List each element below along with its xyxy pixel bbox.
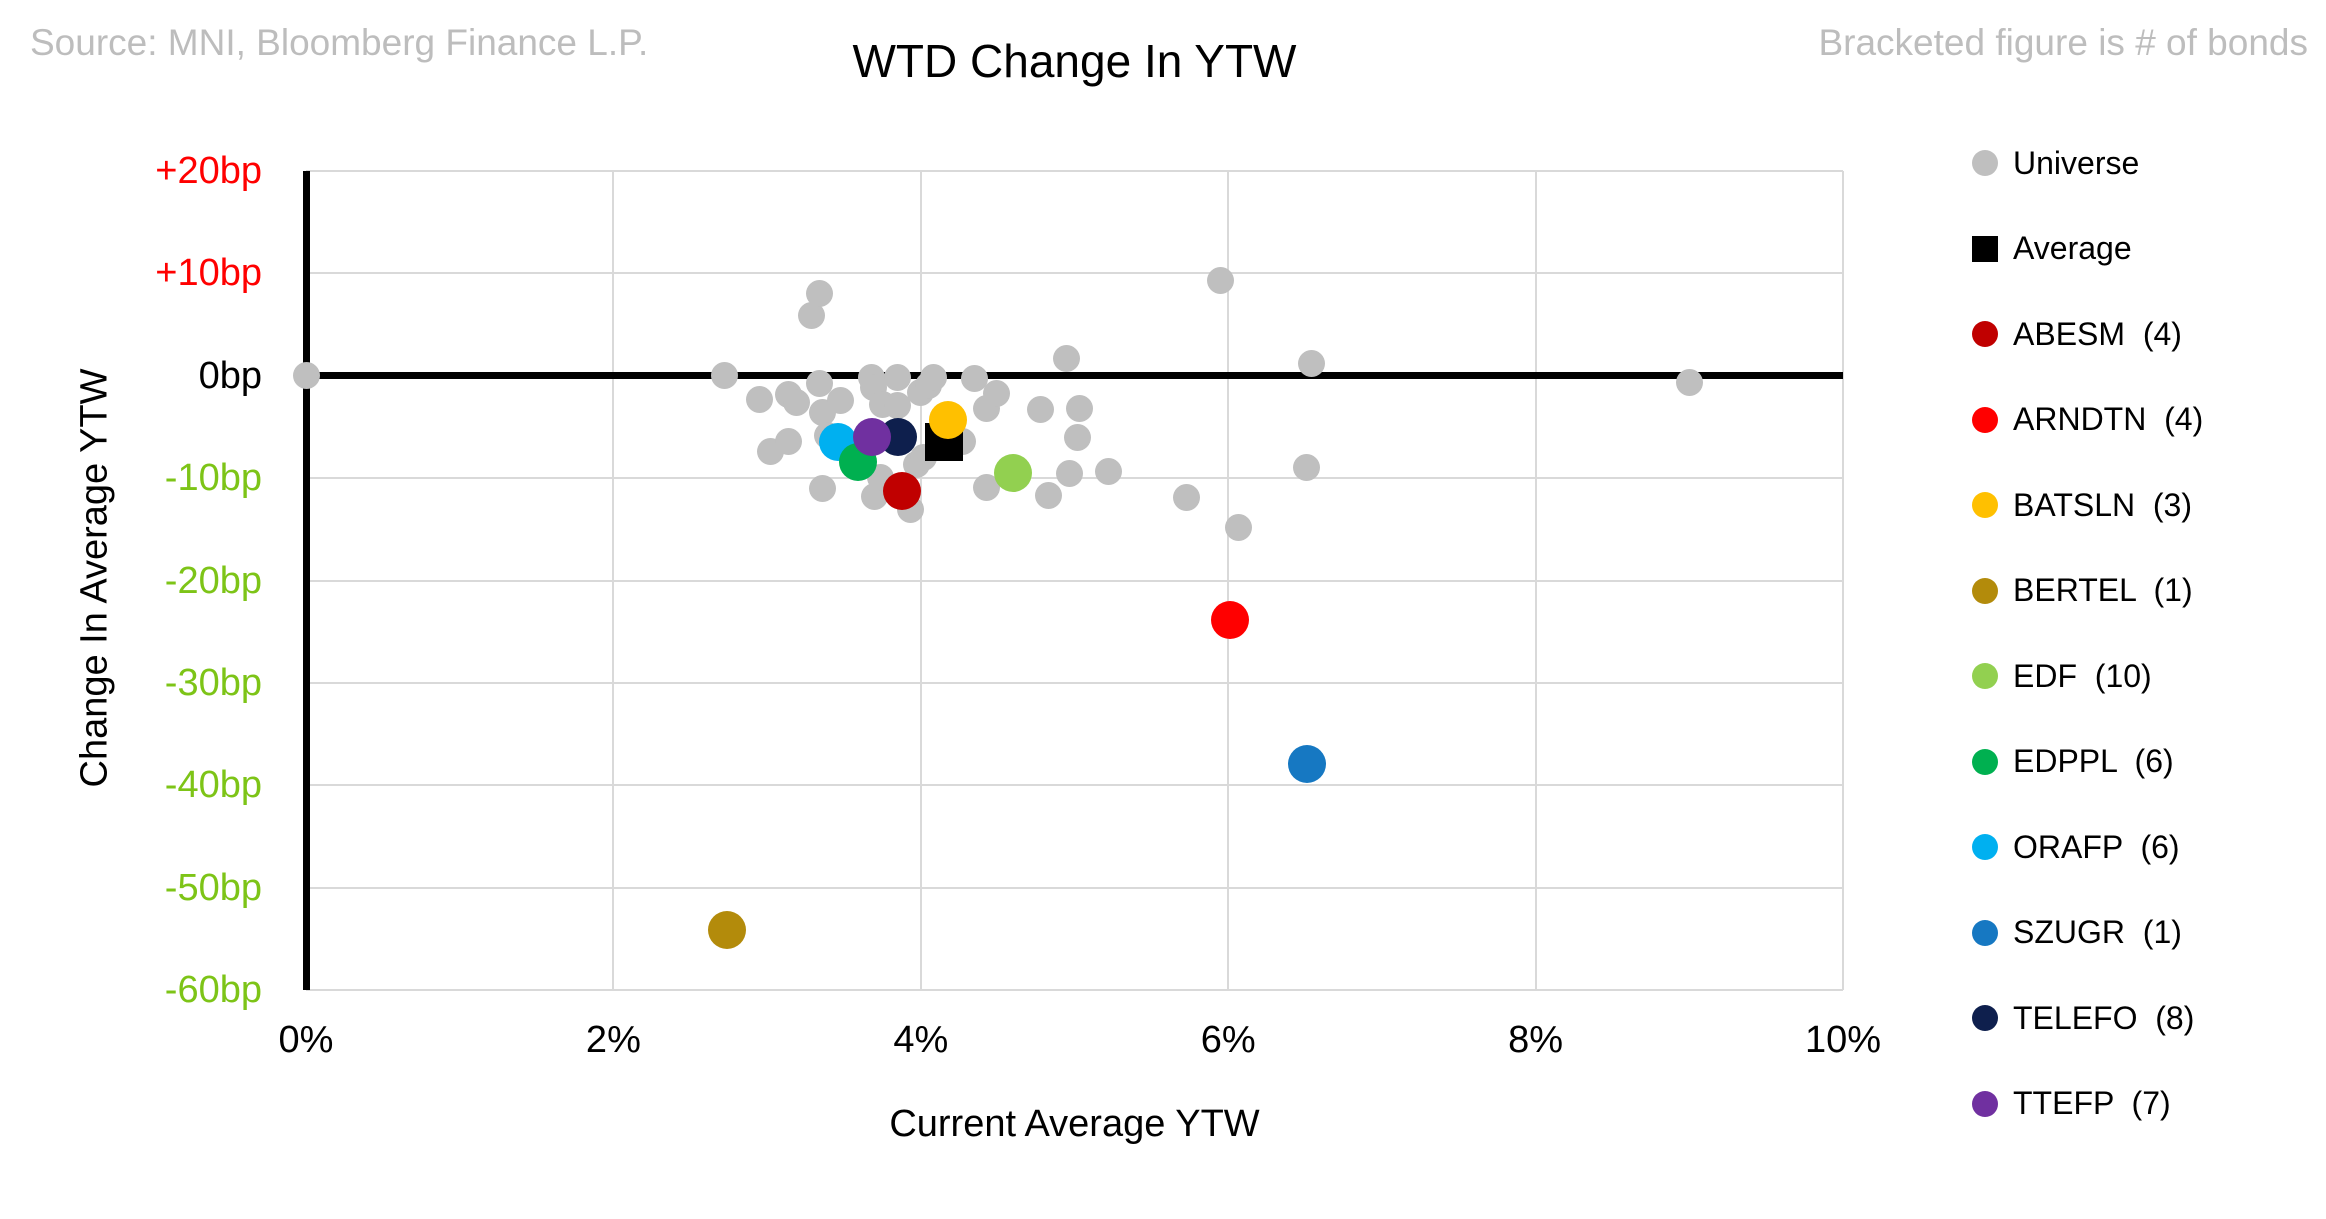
horizontal-gridline	[306, 272, 1843, 275]
data-point-Universe	[982, 379, 1010, 407]
data-point-Universe	[1053, 344, 1081, 372]
legend-item-BERTEL: BERTEL (1)	[1972, 563, 2193, 619]
legend-label: EDF (10)	[2013, 657, 2152, 694]
legend-label: BATSLN (3)	[2013, 486, 2192, 523]
data-point-Universe	[827, 386, 855, 414]
legend-item-ORAFP: ORAFP (6)	[1972, 819, 2180, 875]
data-point-Universe	[292, 362, 320, 390]
legend-label: Average	[2013, 230, 2132, 266]
legend-label: TELEFO (8)	[2013, 999, 2195, 1036]
data-point-EDF	[994, 454, 1033, 492]
data-point-Universe	[884, 391, 912, 419]
plot-area	[292, 170, 1844, 991]
circle-marker	[1972, 919, 1998, 946]
horizontal-gridline	[306, 579, 1843, 582]
circle-marker	[1972, 577, 1998, 604]
data-point-Universe	[1065, 395, 1093, 422]
x-tick-label: 4%	[893, 1019, 949, 1061]
x-tick-label: 10%	[1804, 1019, 1882, 1061]
y-axis-line	[302, 171, 310, 990]
horizontal-gridline	[306, 170, 1843, 172]
x-tick-label: 0%	[278, 1019, 334, 1061]
data-point-TTEFP	[852, 418, 891, 457]
data-point-Universe	[1027, 396, 1055, 424]
data-point-Universe	[1675, 369, 1703, 397]
data-point-Universe	[884, 364, 912, 392]
circle-marker	[1972, 1005, 1998, 1031]
circle-marker	[1972, 834, 1998, 860]
data-point-Universe	[775, 427, 803, 455]
y-tick-label: -40bp	[164, 764, 262, 807]
x-axis-title: Current Average YTW	[889, 1103, 1260, 1145]
horizontal-gridline	[306, 886, 1843, 889]
circle-marker	[1972, 492, 1998, 518]
legend-label: Universe	[2013, 144, 2140, 181]
source-text: Source: MNI, Bloomberg Finance L.P.	[30, 22, 649, 63]
legend-item-Average: Average	[1972, 221, 2132, 277]
data-point-ARNDTN	[1210, 601, 1249, 640]
data-point-Universe	[1094, 458, 1122, 486]
circle-marker	[1972, 663, 1998, 689]
data-point-Universe	[805, 280, 833, 308]
legend-item-ABESM: ABESM (4)	[1972, 306, 2182, 362]
data-point-Universe	[1293, 454, 1321, 482]
legend-item-EDPPL: EDPPL (6)	[1972, 734, 2174, 790]
y-tick-label: +10bp	[155, 252, 262, 295]
y-tick-label: -10bp	[164, 457, 262, 500]
legend-label: EDPPL (6)	[2013, 743, 2174, 779]
horizontal-gridline	[306, 989, 1843, 991]
data-point-Universe	[782, 388, 810, 416]
legend-label: ARNDTN (4)	[2013, 401, 2204, 437]
chart-title: WTD Change In YTW	[852, 35, 1297, 87]
data-point-ABESM	[883, 472, 922, 511]
circle-marker	[1972, 150, 1998, 176]
data-point-BERTEL	[708, 910, 747, 949]
legend-item-EDF: EDF (10)	[1972, 648, 2152, 704]
data-point-Universe	[745, 385, 773, 413]
circle-marker	[1972, 748, 1998, 775]
legend-item-TELEFO: TELEFO (8)	[1972, 990, 2194, 1046]
data-point-SZUGR	[1287, 744, 1326, 783]
legend-label: BERTEL (1)	[2013, 572, 2193, 608]
legend-item-SZUGR: SZUGR (1)	[1972, 905, 2182, 961]
data-point-Universe	[1173, 484, 1201, 512]
y-tick-label: -60bp	[164, 969, 262, 1011]
circle-marker	[1972, 406, 1998, 433]
legend-label: ORAFP (6)	[2013, 828, 2180, 865]
data-point-Universe	[1207, 267, 1234, 295]
data-point-Universe	[1034, 482, 1062, 510]
legend-label: ABESM (4)	[2013, 315, 2182, 352]
data-point-BATSLN	[929, 400, 968, 439]
data-point-Universe	[808, 474, 836, 502]
data-point-Universe	[1297, 349, 1325, 377]
data-point-Universe	[1064, 423, 1092, 451]
legend-item-ARNDTN: ARNDTN (4)	[1972, 392, 2203, 448]
legend-item-BATSLN: BATSLN (3)	[1972, 477, 2192, 533]
data-point-Universe	[919, 364, 947, 392]
horizontal-gridline	[306, 784, 1843, 787]
zero-baseline	[306, 372, 1843, 380]
y-tick-label: -20bp	[164, 559, 262, 602]
circle-marker	[1972, 1090, 1998, 1117]
data-point-Universe	[1225, 513, 1253, 541]
y-tick-label: +20bp	[155, 150, 262, 192]
y-tick-label: -30bp	[164, 661, 262, 704]
vertical-gridline	[1842, 171, 1844, 990]
bracket-note-text: Bracketed figure is # of bonds	[1818, 22, 2308, 63]
legend-item-Universe: Universe	[1972, 135, 2139, 191]
y-tick-label: -50bp	[164, 866, 262, 909]
legend-item-TTEFP: TTEFP (7)	[1972, 1076, 2171, 1132]
legend-label: SZUGR (1)	[2013, 914, 2182, 950]
circle-marker	[1972, 321, 1998, 347]
data-point-Universe	[1056, 459, 1084, 487]
x-tick-label: 6%	[1200, 1019, 1256, 1061]
square-marker	[1972, 235, 1998, 262]
x-tick-label: 8%	[1508, 1019, 1564, 1061]
y-tick-label: 0bp	[198, 354, 262, 397]
horizontal-gridline	[306, 681, 1843, 684]
x-tick-label: 2%	[585, 1019, 641, 1061]
data-point-Universe	[710, 362, 738, 390]
legend-label: TTEFP (7)	[2013, 1085, 2171, 1121]
